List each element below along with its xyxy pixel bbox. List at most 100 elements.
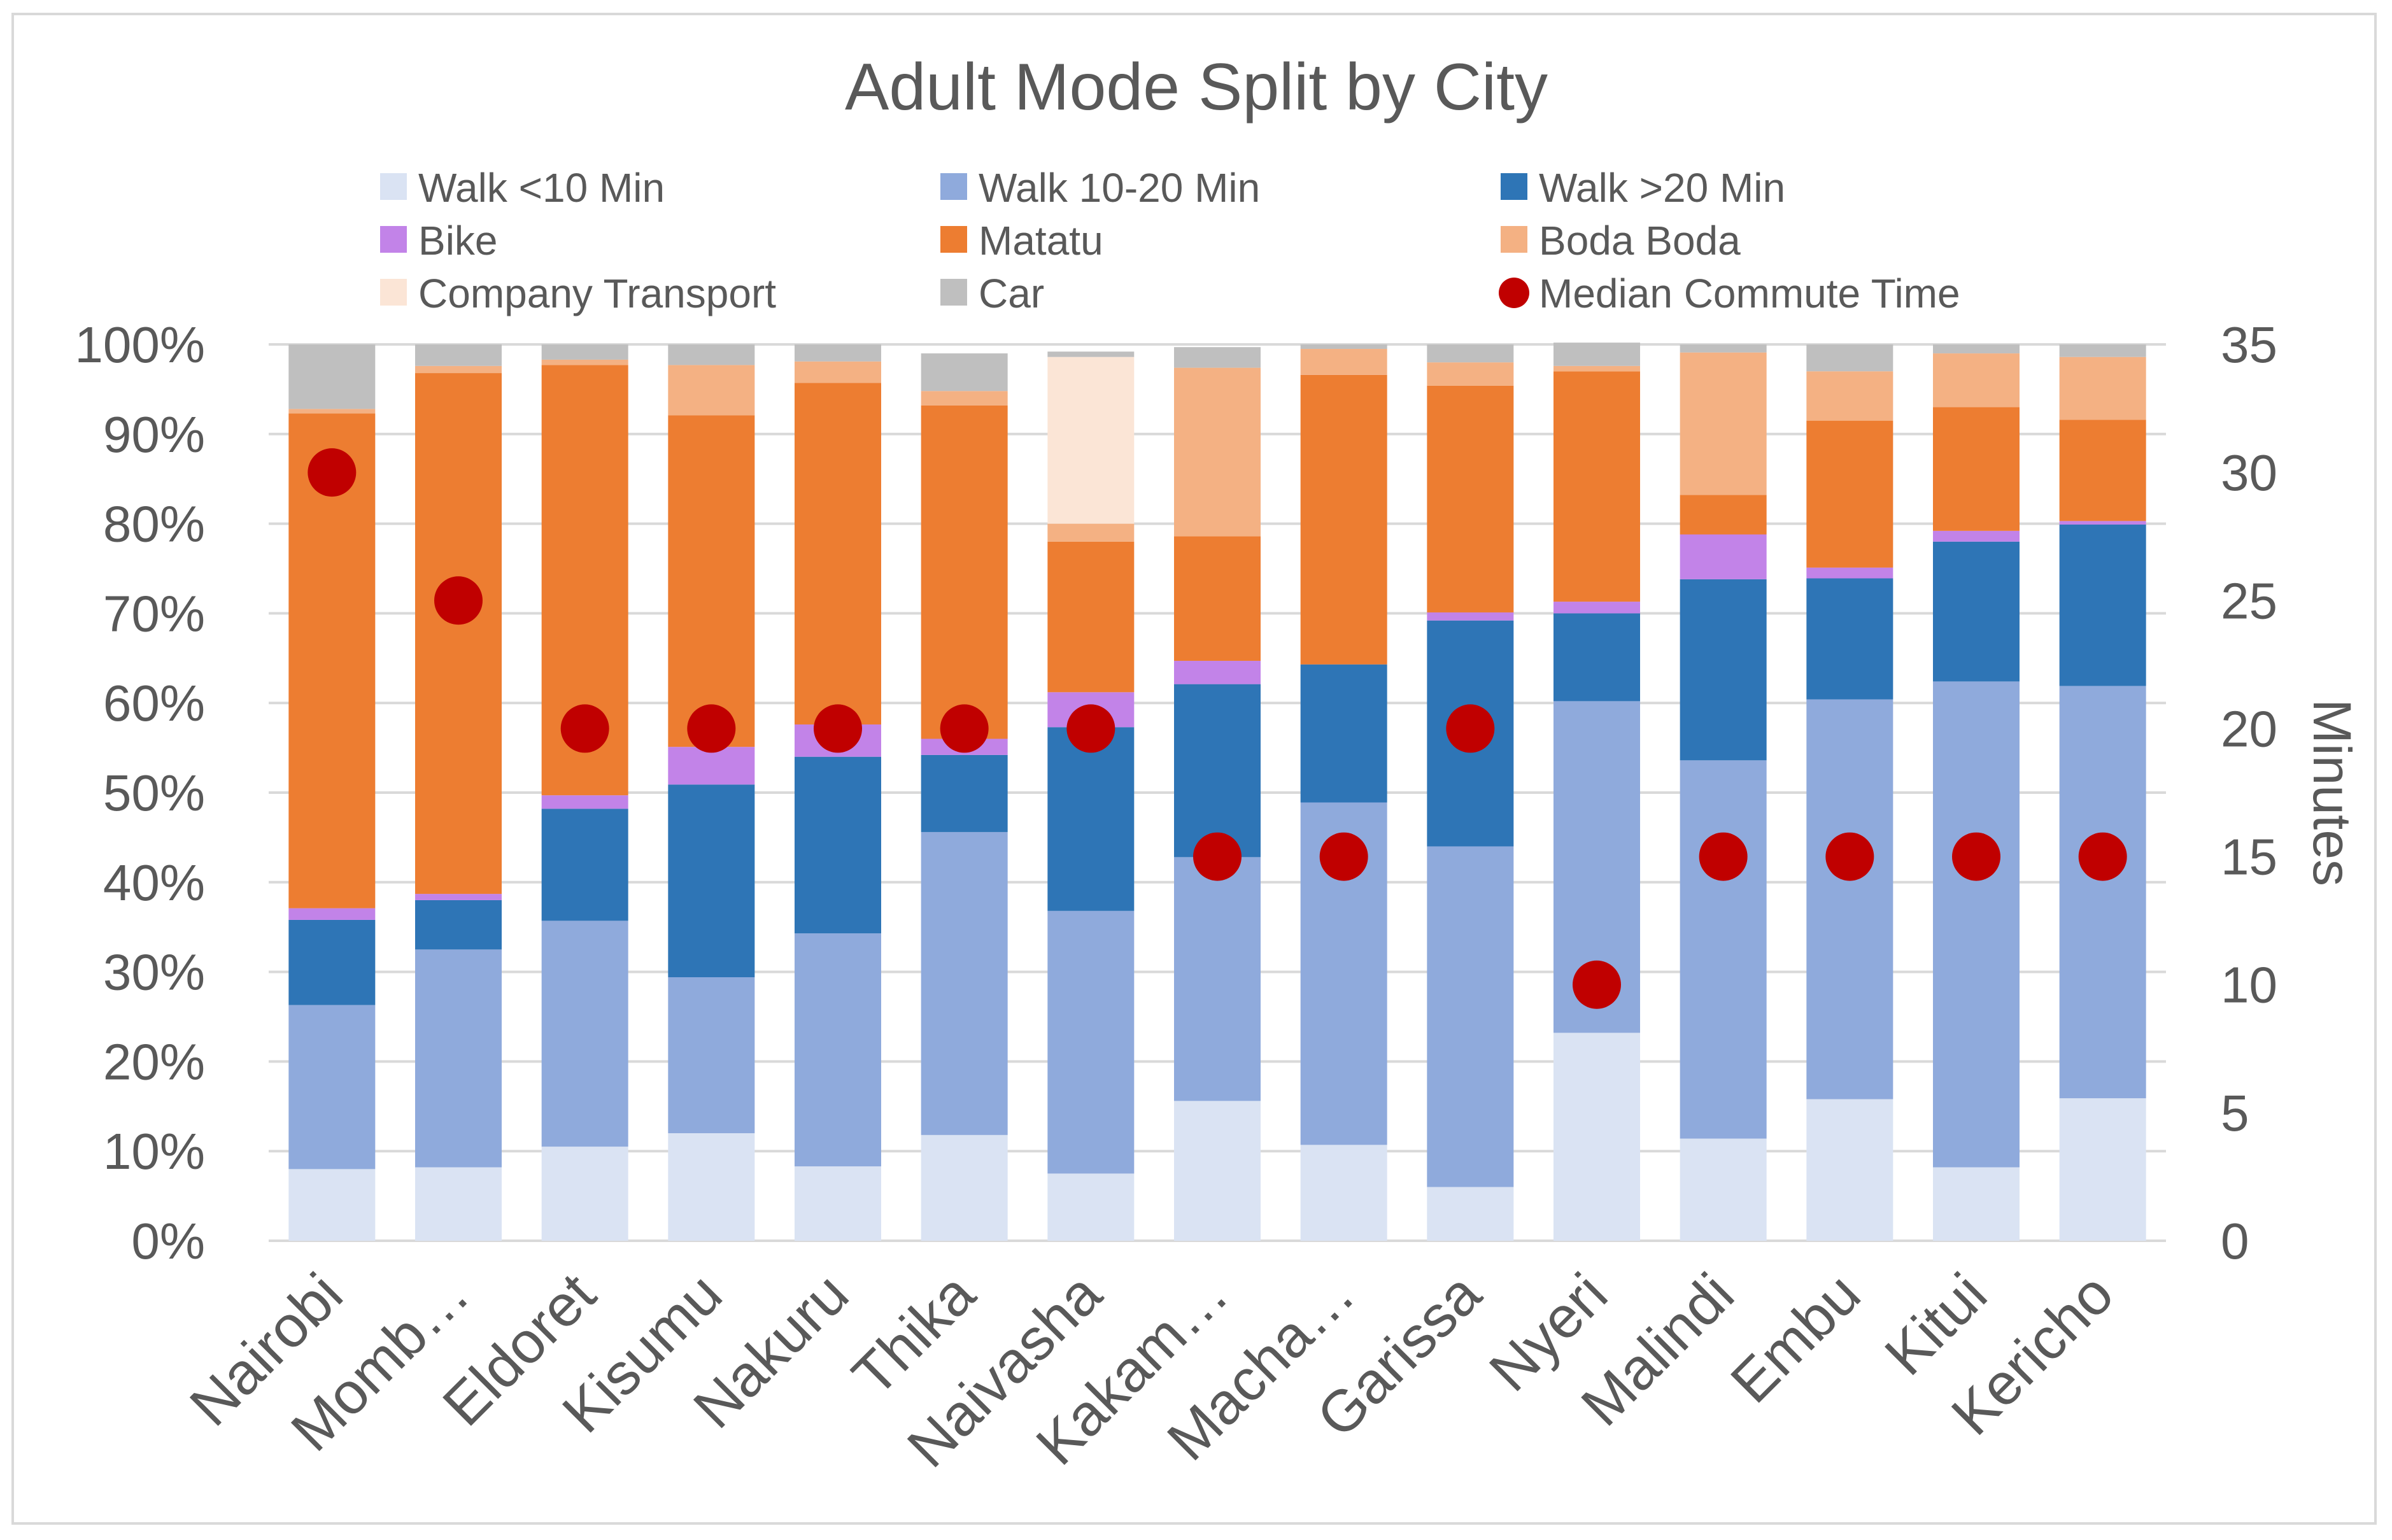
y-tick-label: 90% — [103, 406, 205, 463]
y-tick-label: 20% — [103, 1033, 205, 1090]
legend-item: Walk <10 Min — [380, 165, 665, 211]
y2-tick-label: 35 — [2221, 316, 2277, 373]
legend-swatch — [380, 279, 407, 306]
bar-segment — [1174, 661, 1261, 684]
bar-segment — [415, 900, 502, 950]
bar-segment — [668, 415, 755, 747]
bar-segment — [795, 756, 881, 934]
bar-segment — [1427, 612, 1514, 621]
bar-segment — [541, 795, 628, 809]
legend-item: Bike — [380, 218, 498, 264]
commute-time-point — [1952, 832, 2000, 881]
chart-svg: Adult Mode Split by City Walk <10 Min Wal… — [74, 50, 2362, 1480]
bar-segment — [1680, 1138, 1767, 1241]
bar-segment — [2059, 521, 2146, 525]
bar-segment — [288, 908, 376, 920]
bar-segment — [2059, 420, 2146, 521]
bar-segment — [2059, 1098, 2146, 1241]
y2-tick-label: 10 — [2221, 957, 2277, 1014]
bar-segment — [921, 754, 1008, 832]
y-tick-label: 60% — [103, 675, 205, 731]
bar-segment — [921, 391, 1008, 406]
legend-label: Boda Boda — [1539, 218, 1741, 264]
bar-segment — [1933, 344, 2020, 354]
bar-segment — [1047, 910, 1135, 1174]
bar-segment — [795, 361, 881, 383]
bar-segment — [2059, 357, 2146, 420]
bar-segment — [541, 921, 628, 1147]
bar-segment — [1300, 349, 1387, 375]
bar-segment — [795, 1166, 881, 1241]
bar-segment — [1427, 846, 1514, 1187]
bar-segment — [1047, 727, 1135, 911]
legend-label: Matatu — [979, 218, 1103, 264]
commute-time-point — [1699, 832, 1748, 881]
legend-swatch — [1501, 173, 1527, 200]
bar-segment — [288, 919, 376, 1005]
y-tick-label: 40% — [103, 854, 205, 911]
bar-segment — [1553, 1033, 1640, 1241]
commute-time-point — [2078, 832, 2127, 881]
bar-segment — [1553, 613, 1640, 702]
bar-segment — [288, 1169, 376, 1241]
bar-segment — [668, 1133, 755, 1241]
bar-segment — [1174, 684, 1261, 858]
legend-item: Boda Boda — [1501, 218, 1741, 264]
bar-segment — [1933, 407, 2020, 531]
x-tick-label: Embu — [1718, 1261, 1872, 1415]
bar-segment — [1806, 578, 1893, 700]
bar-segment — [668, 784, 755, 978]
y2-tick-label: 25 — [2221, 572, 2277, 629]
y-tick-label: 0% — [131, 1213, 205, 1269]
bar-segment — [1806, 344, 1893, 372]
legend-label: Walk <10 Min — [418, 165, 665, 211]
bar-segment — [1047, 1173, 1135, 1241]
commute-time-point — [814, 704, 862, 753]
bar-segment — [1680, 534, 1767, 579]
bar-segment — [1427, 362, 1514, 386]
y-tick-label: 30% — [103, 944, 205, 1001]
legend-label: Walk 10-20 Min — [979, 165, 1260, 211]
legend-label: Walk >20 Min — [1539, 165, 1785, 211]
bar-segment — [1553, 371, 1640, 602]
bar-segment — [795, 933, 881, 1167]
chart-frame: Adult Mode Split by City Walk <10 Min Wal… — [11, 13, 2377, 1525]
bar-segment — [1427, 385, 1514, 612]
bar-segment — [415, 344, 502, 366]
bar-segment — [795, 344, 881, 362]
commute-time-point — [1319, 832, 1368, 881]
bar-segment — [1427, 1187, 1514, 1241]
commute-time-point — [1066, 704, 1115, 753]
y2-tick-label: 20 — [2221, 700, 2277, 757]
bar-segment — [1806, 699, 1893, 1099]
legend-item: Matatu — [940, 218, 1103, 264]
legend-item: Walk >20 Min — [1501, 165, 1785, 211]
bar-segment — [921, 1134, 1008, 1241]
bar-segment — [1047, 357, 1135, 524]
bar-segment — [1553, 602, 1640, 614]
y2-tick-label: 0 — [2221, 1213, 2249, 1269]
y2-tick-label: 5 — [2221, 1085, 2249, 1141]
y-tick-label: 70% — [103, 585, 205, 642]
bar-segment — [1933, 541, 2020, 682]
legend-swatch — [380, 226, 407, 253]
commute-time-point — [1573, 960, 1621, 1009]
bar-segment — [1174, 347, 1261, 368]
bar-segment — [288, 409, 376, 414]
bar-segment — [1174, 857, 1261, 1101]
y2-tick-label: 30 — [2221, 444, 2277, 501]
y-tick-label: 10% — [103, 1123, 205, 1180]
legend-label: Bike — [418, 218, 498, 264]
legend-swatch — [940, 279, 967, 306]
legend-item: Car — [940, 271, 1044, 316]
bar-segment — [1806, 371, 1893, 421]
bar-segment — [541, 1147, 628, 1241]
legend-item: Walk 10-20 Min — [940, 165, 1260, 211]
bar-segment — [1806, 567, 1893, 579]
y-tick-label: 80% — [103, 496, 205, 553]
bar-segment — [415, 373, 502, 894]
bar-segment — [415, 894, 502, 900]
bar-segment — [1553, 343, 1640, 366]
bar-segment — [1553, 365, 1640, 372]
y2-tick-label: 15 — [2221, 829, 2277, 886]
